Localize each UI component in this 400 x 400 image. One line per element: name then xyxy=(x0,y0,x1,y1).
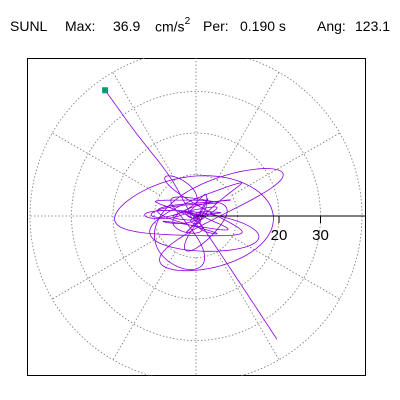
axis-tick-label-20: 20 xyxy=(271,227,288,244)
grid-spoke-210 xyxy=(52,236,161,300)
max-unit: cm/s2 xyxy=(155,16,191,35)
grid-spoke-240 xyxy=(112,251,176,360)
grid-spoke-120 xyxy=(112,72,176,181)
max-unit-base: cm/s xyxy=(155,18,185,35)
axis-tick-label-30: 30 xyxy=(312,227,329,244)
angle-value: 123.1 xyxy=(355,18,391,34)
period-label: Per: xyxy=(203,18,229,34)
max-unit-exponent: 2 xyxy=(184,16,191,27)
grid-spoke-300 xyxy=(216,251,280,360)
grid-spoke-60 xyxy=(216,72,280,181)
plot-frame xyxy=(27,58,366,376)
max-label: Max: xyxy=(65,18,96,34)
start-marker xyxy=(102,87,109,94)
angle-label: Ang: xyxy=(317,18,346,34)
period-value: 0.190 s xyxy=(240,18,286,34)
max-value: 36.9 xyxy=(113,18,141,34)
motion-trace xyxy=(104,90,284,340)
grid-spoke-30 xyxy=(231,132,340,196)
station-code: SUNL xyxy=(10,18,48,34)
